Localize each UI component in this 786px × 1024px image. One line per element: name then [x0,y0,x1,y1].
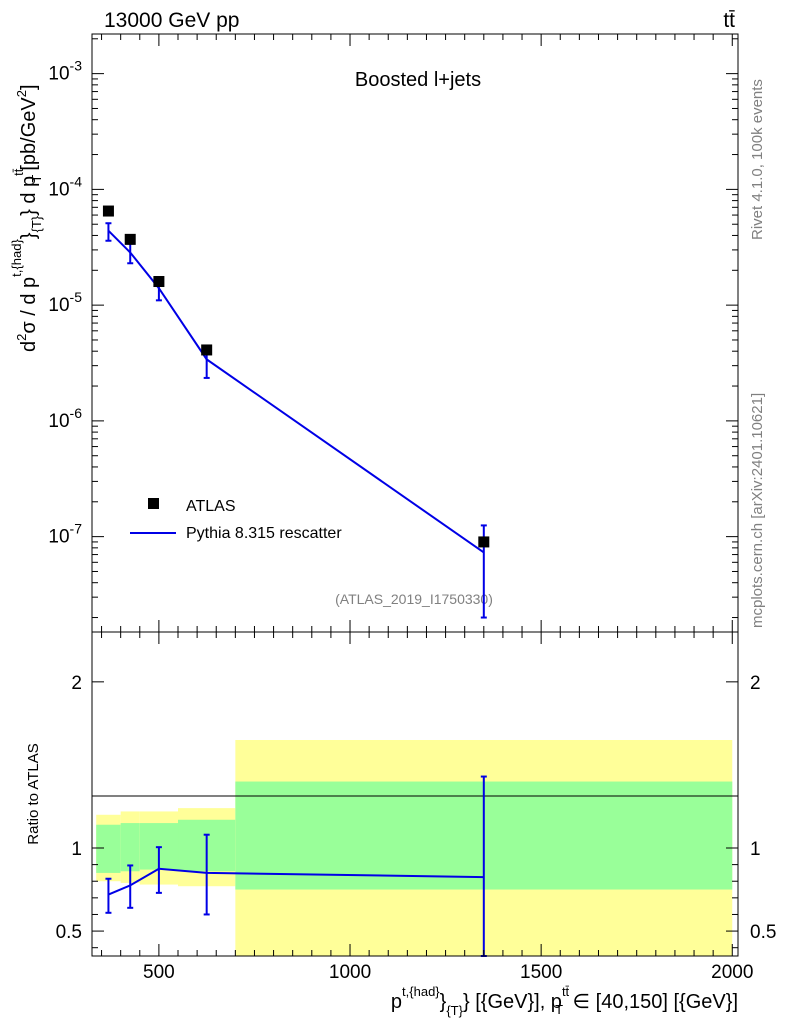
main-y-axis-label: d2σ / d pt,{had}}{T}} d ptt̄T[pb/GeV2] [9,84,44,352]
ratio-frame [91,631,739,957]
ratio-stat-band [120,823,140,872]
x-axis-label-text: pt,{had}}{T}} [{GeV}], ptt̄ T ∈ [40,150] … [391,984,738,1018]
ratio-y-tick-label-right: 2 [750,673,761,694]
ratio-y-axis-label: Ratio to ATLAS [25,743,42,844]
rivet-label: Rivet 4.1.0, 100k events [749,79,766,240]
x-axis-label: pt,{had}}{T}} [{GeV}], ptt̄ T ∈ [40,150] … [391,984,738,1018]
plot-title: Boosted l+jets [355,69,481,91]
x-tick-label: 500 [143,962,175,983]
atlas-data-point [153,276,165,288]
atlas-data-point [102,205,114,217]
atlas-data-point [124,233,136,245]
main-y-tick-label: 10-4 [48,173,82,200]
ratio-y-tick-label-right: 0.5 [750,922,776,943]
atlas-data-point [201,344,213,356]
atlas-data-point [478,536,490,548]
legend-atlas-label: ATLAS [186,498,236,515]
ratio-y-tick-label: 1 [71,839,82,860]
main-panel: Boosted l+jets (ATLAS_2019_I1750330) 10-… [48,33,739,633]
header-right-label: tt̄ [723,9,735,32]
main-y-tick-label: 10-7 [48,521,82,548]
header-left-label: 13000 GeV pp [104,9,239,32]
ratio-mc-line [108,867,484,896]
legend-atlas-marker [148,498,159,509]
main-y-tick-label: 10-3 [48,58,82,85]
ratio-uncertainty-bands [96,740,733,956]
ratio-y-tick-label-right: 1 [750,839,761,860]
x-tick-label: 1000 [329,962,371,983]
analysis-watermark: (ATLAS_2019_I1750330) [335,591,493,607]
main-y-tick-label: 10-6 [48,405,82,432]
main-y-axis-label-text: d2σ / d pt,{had}}{T}} d ptt̄T[pb/GeV2] [9,84,44,352]
ratio-stat-band [96,824,121,873]
x-tick-label: 2000 [711,962,753,983]
x-tick-label: 1500 [520,962,562,983]
main-y-tick-label: 10-5 [48,289,82,316]
ratio-y-tick-label: 0.5 [56,922,82,943]
ratio-panel: 0.5 0.5 1 1 2 2 500 1000 1500 2000 [56,631,776,983]
main-series-layer [102,205,490,619]
legend: ATLAS Pythia 8.315 rescatter [130,498,342,542]
ratio-axis-ticks: 0.5 0.5 1 1 2 2 500 1000 1500 2000 [56,632,776,983]
main-y-axis-label-value: d2σ / d pt,{had}}{T}} d ptt̄T[pb/GeV2] [9,84,44,352]
main-axis-ticks: 10-3 10-4 10-5 10-6 10-7 [48,34,738,632]
mc-line [107,229,485,554]
legend-mc-label: Pythia 8.315 rescatter [186,525,342,542]
mcplots-label: mcplots.cern.ch [arXiv:2401.10621] [749,393,766,628]
ratio-y-tick-label: 2 [71,673,82,694]
